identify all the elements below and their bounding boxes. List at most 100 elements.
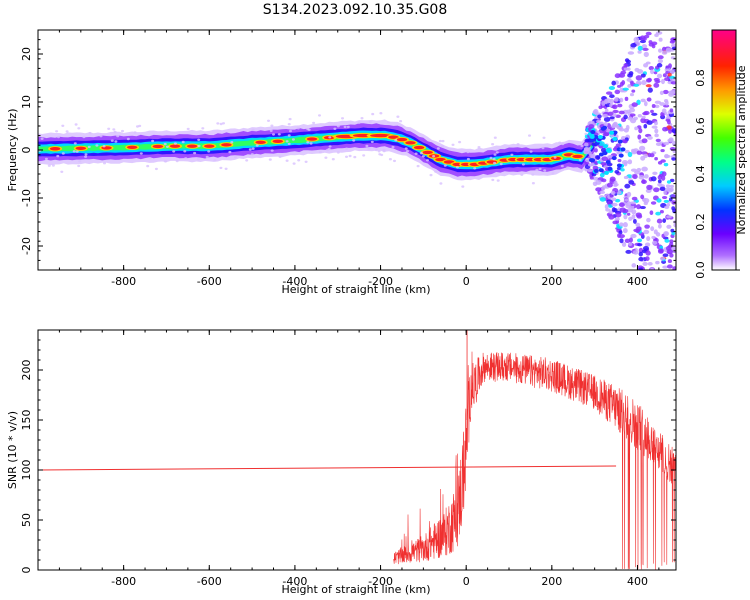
spectrogram-noise-cell xyxy=(630,233,637,239)
spectrogram-faint-cell xyxy=(585,157,589,161)
spectrogram-noise-cell xyxy=(633,228,640,233)
spectrogram-noise-cell xyxy=(634,126,639,131)
spectrogram-faint-cell xyxy=(561,142,565,146)
spectrogram-faint-cell xyxy=(362,154,366,157)
spectrogram-faint-cell xyxy=(219,166,223,170)
snr-ytick-label: 200 xyxy=(20,360,33,381)
spectrogram-faint-cell xyxy=(82,135,86,139)
spectrogram-burst-cell xyxy=(603,144,609,149)
spectrogram-faint-cell xyxy=(133,131,137,134)
spectrogram-marks xyxy=(38,31,676,270)
spectrogram-noise-cell xyxy=(587,150,592,156)
spectrogram-noise-cell xyxy=(655,142,662,147)
spectrogram-faint-cell xyxy=(489,156,493,160)
spectrogram-burst-cell xyxy=(590,130,596,134)
spectrogram-noise-cell xyxy=(661,78,665,85)
spectrogram-faint-cell xyxy=(432,155,436,158)
spectrogram-noise-cell xyxy=(654,33,659,38)
spectrogram-noise-cell xyxy=(658,248,663,253)
spectrogram-peak xyxy=(370,133,392,138)
spectrogram-noise-cell xyxy=(633,116,638,121)
spectrogram-noise-cell xyxy=(654,121,658,126)
spectrogram-faint-cell xyxy=(379,112,383,115)
spectrogram-noise-cell xyxy=(590,162,595,167)
colorbar-tick-label: 0.2 xyxy=(694,213,707,231)
spectrogram-noise-cell xyxy=(603,121,608,128)
spectrogram-noise-cell xyxy=(613,98,619,102)
spectrogram-noise-cell xyxy=(601,178,607,183)
spectrogram-faint-cell xyxy=(346,125,350,129)
spectrogram-noise-cell xyxy=(659,102,666,106)
spectrogram-faint-cell xyxy=(455,166,459,169)
spectrogram-noise-cell xyxy=(626,67,631,71)
spectrogram-ylabel: Frequency (Hz) xyxy=(6,109,19,192)
spectrogram-peak xyxy=(396,137,408,142)
colorbar-tick-label: 0.8 xyxy=(694,69,707,87)
spectrogram-noise-cell xyxy=(610,190,616,195)
spectrogram-noise-cell xyxy=(625,124,630,131)
spectrogram-faint-cell xyxy=(566,166,570,169)
spectrogram-faint-cell xyxy=(78,160,82,163)
spectrogram-noise-cell xyxy=(670,228,675,233)
spectrogram-noise-cell xyxy=(637,134,642,140)
colorbar-label: Normalized spectral amplitude xyxy=(735,65,748,234)
spectrogram-noise-cell xyxy=(627,51,635,55)
spectrogram-noise-cell xyxy=(669,69,675,75)
spectrogram-noise-cell xyxy=(661,108,667,114)
colorbar: 0.0 0.2 0.4 0.6 0.8 Normalized spectral ampl… xyxy=(694,29,748,279)
spectrogram-faint-cell xyxy=(370,140,374,144)
spectrogram-noise-cell xyxy=(646,184,653,191)
spectrogram-noise-cell xyxy=(595,187,602,192)
spectrogram-xtick-label: -600 xyxy=(197,275,222,288)
spectrogram-noise-cell xyxy=(631,196,638,201)
spectrogram-faint-cell xyxy=(306,141,310,144)
spectrogram-xtick-label: 0 xyxy=(463,275,470,288)
spectrogram-noise-cell xyxy=(666,202,671,207)
spectrogram-noise-cell xyxy=(636,238,643,243)
spectrogram-faint-cell xyxy=(394,139,398,142)
spectrogram-noise-cell xyxy=(640,73,646,78)
spectrogram-noise-cell xyxy=(618,72,626,78)
spectrogram-burst-cell xyxy=(616,163,622,168)
spectrogram-noise-cell xyxy=(632,218,637,224)
spectrogram-noise-cell xyxy=(599,190,606,194)
spectrogram-faint-cell xyxy=(151,139,155,143)
spectrogram-noise-cell xyxy=(657,55,664,60)
spectrogram-burst-cell xyxy=(593,168,599,173)
spectrogram-noise-cell xyxy=(658,37,663,42)
spectrogram-noise-cell xyxy=(621,139,627,143)
spectrogram-noise-cell xyxy=(644,224,650,229)
spectrogram-noise-cell xyxy=(670,81,676,85)
spectrogram-faint-cell xyxy=(466,150,470,154)
spectrogram-faint-cell xyxy=(406,150,409,153)
spectrogram-noise-cell xyxy=(642,47,649,51)
spectrogram-faint-cell xyxy=(541,146,545,150)
spectrogram-noise-cell xyxy=(661,175,666,181)
spectrogram-burst-cell xyxy=(589,158,594,163)
spectrogram-noise-cell xyxy=(661,195,668,200)
spectrogram-ytick-label: -10 xyxy=(20,189,33,207)
spectrogram-faint-cell xyxy=(278,155,282,158)
spectrogram-noise-cell xyxy=(622,222,628,228)
spectrogram-noise-cell xyxy=(631,263,637,268)
snr-ylabel: SNR (10 * v/v) xyxy=(6,411,19,489)
spectrogram-faint-cell xyxy=(116,134,120,138)
spectrogram-noise-cell xyxy=(604,204,609,210)
spectrogram-noise-cell xyxy=(619,81,624,87)
spectrogram-panel: -800 -600 -400 -200 0 200 400 -20 -10 0 10 20 Heigh… xyxy=(6,29,677,296)
spectrogram-noise-cell xyxy=(611,80,616,86)
spectrogram-noise-cell xyxy=(641,115,646,119)
spectrogram-noise-cell xyxy=(662,218,667,223)
spectrogram-noise-cell xyxy=(617,103,623,108)
spectrogram-peak xyxy=(255,140,266,145)
spectrogram-noise-cell xyxy=(622,208,629,214)
spectrogram-burst-cell xyxy=(605,147,611,152)
spectrogram-noise-cell xyxy=(661,171,667,177)
spectrogram-faint-cell xyxy=(255,144,259,147)
spectrogram-faint-cell xyxy=(324,156,328,159)
spectrogram-noise-cell xyxy=(655,260,660,265)
spectrogram-faint-cell xyxy=(285,140,289,143)
spectrogram-faint-cell xyxy=(55,130,59,133)
spectrogram-faint-cell xyxy=(57,135,60,139)
spectrogram-noise-cell xyxy=(637,45,643,51)
